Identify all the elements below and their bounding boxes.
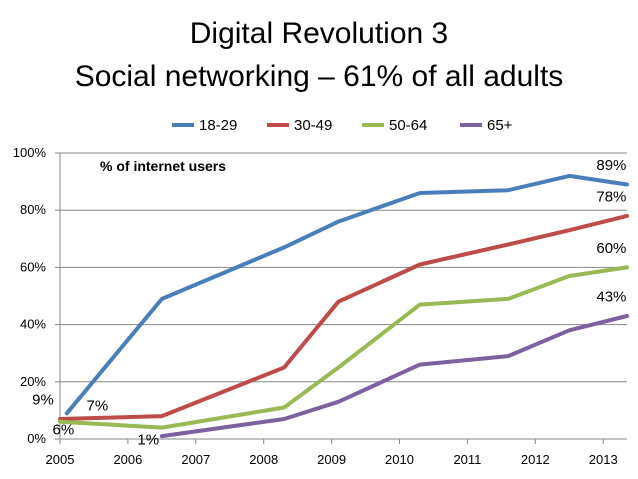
x-tick-label: 2006 [113,452,142,467]
chart-title: Social networking – 61% of all adults [74,60,564,93]
data-labels: 9% 89% 7% 78% 6% 60% 1% 43% [32,157,626,449]
x-tick-label: 2007 [181,452,210,467]
y-tick-label: 100% [13,145,47,160]
y-tick-label: 0% [27,431,46,446]
data-label: 7% [87,397,109,414]
series-lines [58,173,629,439]
data-label: 9% [32,392,54,409]
chart-annotation: % of internet users [100,158,226,174]
y-tick-label: 60% [20,259,46,274]
x-tick-label: 2009 [317,452,346,467]
data-label: 89% [596,157,626,174]
y-tick-label: 20% [20,374,46,389]
x-tick-label: 2008 [249,452,278,467]
y-axis-ticks: 0% 20% 40% 60% 80% 100% [13,145,60,446]
x-tick-label: 2013 [589,452,618,467]
x-tick-label: 2011 [453,452,481,467]
data-label: 6% [53,422,75,439]
legend-label: 50-64 [389,117,427,134]
series-line-65+ [159,314,629,439]
legend-label: 65+ [487,117,513,134]
axes [59,153,627,440]
slide-title: Digital Revolution 3 [189,17,449,50]
series-line-50-64 [58,265,629,430]
legend-label: 30-49 [294,117,332,134]
series-line-18-29 [64,173,629,416]
y-tick-label: 80% [20,202,46,217]
x-tick-label: 2010 [385,452,414,467]
chart-legend: 18-29 30-49 50-64 65+ [172,117,513,134]
y-tick-label: 40% [20,317,46,332]
data-label: 43% [596,289,626,306]
data-label: 1% [137,432,159,449]
series-line-30-49 [58,213,629,421]
x-tick-label: 2005 [46,452,75,467]
legend-label: 18-29 [199,117,237,134]
data-label: 78% [596,189,626,206]
grid-lines [60,152,627,383]
x-axis-ticks: 2005 2006 2007 2008 2009 2010 2011 2012 2013 [46,439,618,467]
x-tick-label: 2012 [521,452,550,467]
data-label: 60% [596,240,626,257]
